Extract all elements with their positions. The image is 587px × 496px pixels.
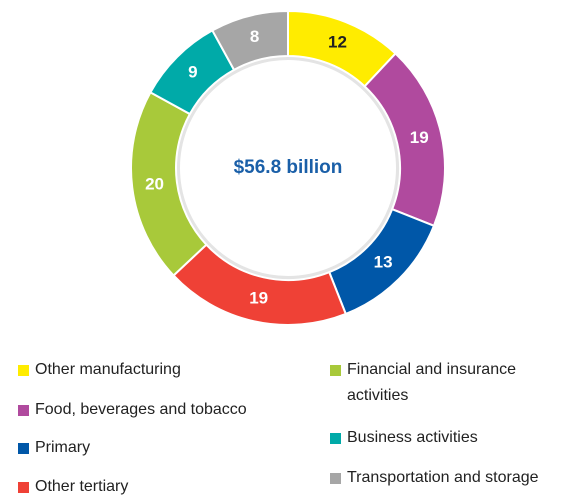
legend-item: Other manufacturing bbox=[18, 357, 318, 383]
slice-label: 8 bbox=[250, 27, 259, 46]
legend-item: Other tertiary bbox=[18, 474, 318, 496]
legend-swatch bbox=[18, 365, 29, 376]
legend-item: Transportation and storage bbox=[330, 465, 570, 491]
donut-slice bbox=[130, 91, 208, 277]
legend-item: Primary bbox=[18, 435, 318, 461]
legend-swatch bbox=[330, 433, 341, 444]
legend-swatch bbox=[330, 365, 341, 376]
legend-label: Other tertiary bbox=[35, 478, 129, 495]
slice-label: 12 bbox=[328, 32, 347, 51]
center-text: $56.8 billion bbox=[234, 157, 343, 178]
donut-slice bbox=[363, 52, 446, 228]
legend-item: Financial and insurance activities bbox=[330, 357, 570, 409]
legend-item: Business activities bbox=[330, 425, 570, 451]
slice-label: 20 bbox=[145, 174, 164, 193]
legend-swatch bbox=[18, 405, 29, 416]
slice-label: 9 bbox=[188, 62, 197, 81]
slice-label: 19 bbox=[410, 128, 429, 147]
legend-swatch bbox=[330, 473, 341, 484]
donut-slice bbox=[172, 243, 348, 326]
legend-label: Transportation and storage bbox=[347, 469, 539, 486]
inner-shadow bbox=[176, 56, 400, 280]
legend-label: Business activities bbox=[347, 429, 478, 446]
legend-item: Food, beverages and tobacco bbox=[18, 397, 318, 423]
legend-label: Food, beverages and tobacco bbox=[35, 401, 247, 418]
slice-label: 19 bbox=[249, 289, 268, 308]
slice-label: 13 bbox=[374, 253, 393, 272]
legend-swatch bbox=[18, 443, 29, 454]
chart: $56.8 billion 12 19 13 19 20 9 8 bbox=[130, 9, 446, 326]
legend-label: Other manufacturing bbox=[35, 361, 181, 378]
legend-label: Primary bbox=[35, 439, 91, 456]
donut-slice bbox=[211, 9, 289, 72]
legend-swatch bbox=[18, 482, 29, 493]
legend-label: Financial and insurance activities bbox=[347, 361, 516, 404]
